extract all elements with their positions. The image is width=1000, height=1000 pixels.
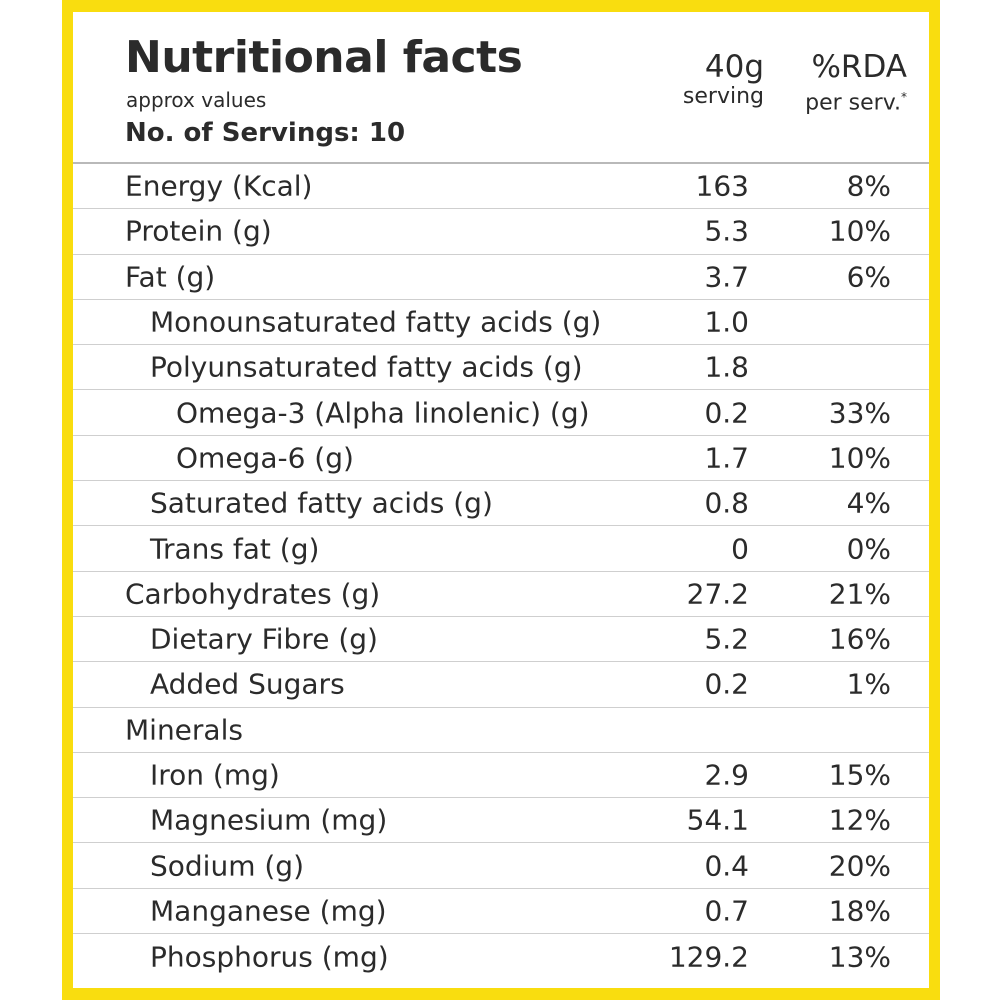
serving-column-header: 40g serving xyxy=(683,50,764,110)
rda-value: 15% xyxy=(828,758,891,792)
rda-value: 8% xyxy=(846,169,891,203)
serving-size: 40g xyxy=(704,49,764,85)
table-row: Protein (g) 5.3 10% xyxy=(73,209,929,255)
rda-value: 10% xyxy=(828,214,891,248)
rda-subtitle: per serv.* xyxy=(805,84,907,116)
nutrient-name: Energy (Kcal) xyxy=(125,169,313,203)
table-row: Monounsaturated fatty acids (g) 1.0 xyxy=(73,300,929,346)
nutrition-table: Energy (Kcal) 163 8% Protein (g) 5.3 10% Fat (… xyxy=(73,164,929,979)
table-row: Polyunsaturated fatty acids (g) 1.8 xyxy=(73,345,929,391)
table-row: Iron (mg) 2.9 15% xyxy=(73,753,929,799)
nutrient-name: Dietary Fibre (g) xyxy=(150,622,378,656)
table-row: Minerals xyxy=(73,708,929,753)
rda-value: 4% xyxy=(846,486,891,520)
serving-value: 2.9 xyxy=(704,758,749,792)
nutrient-name: Iron (mg) xyxy=(150,758,280,792)
serving-value: 3.7 xyxy=(704,260,749,294)
serving-value: 0 xyxy=(731,532,749,566)
nutrient-name: Minerals xyxy=(125,713,243,747)
rda-value: 16% xyxy=(828,622,891,656)
table-row: Phosphorus (mg) 129.2 13% xyxy=(73,934,929,979)
nutrient-name: Added Sugars xyxy=(150,667,345,701)
table-row: Carbohydrates (g) 27.2 21% xyxy=(73,572,929,617)
nutrient-name: Manganese (mg) xyxy=(150,894,387,928)
rda-value: 0% xyxy=(846,532,891,566)
serving-value: 5.3 xyxy=(704,214,749,248)
serving-value: 1.7 xyxy=(704,441,749,475)
rda-subtitle-text: per serv. xyxy=(805,90,901,116)
nutrition-facts-panel: Nutritional facts approx values No. of S… xyxy=(73,12,929,988)
table-row: Sodium (g) 0.4 20% xyxy=(73,843,929,889)
serving-value: 129.2 xyxy=(668,940,749,974)
serving-label: serving xyxy=(682,84,764,109)
nutrient-name: Magnesium (mg) xyxy=(150,803,388,837)
table-row: Magnesium (mg) 54.1 12% xyxy=(73,798,929,844)
rda-value: 1% xyxy=(846,667,891,701)
table-row: Trans fat (g) 0 0% xyxy=(73,526,929,572)
table-row: Dietary Fibre (g) 5.2 16% xyxy=(73,617,929,663)
nutrient-name: Phosphorus (mg) xyxy=(150,940,389,974)
rda-value: 21% xyxy=(828,577,891,611)
serving-value: 0.2 xyxy=(704,396,749,430)
nutrient-name: Carbohydrates (g) xyxy=(125,577,381,611)
rda-column-header: %RDA per serv.* xyxy=(805,50,907,116)
servings-count: No. of Servings: 10 xyxy=(125,118,406,148)
serving-value: 163 xyxy=(695,169,749,203)
rda-value: 13% xyxy=(828,940,891,974)
rda-title: %RDA xyxy=(811,49,907,85)
nutrient-name: Protein (g) xyxy=(125,214,272,248)
nutrient-name: Omega-3 (Alpha linolenic) (g) xyxy=(176,396,590,430)
table-row: Energy (Kcal) 163 8% xyxy=(73,164,929,210)
serving-value: 0.8 xyxy=(704,486,749,520)
nutrient-name: Sodium (g) xyxy=(150,849,304,883)
table-row: Saturated fatty acids (g) 0.8 4% xyxy=(73,481,929,527)
table-row: Omega-3 (Alpha linolenic) (g) 0.2 33% xyxy=(73,390,929,436)
table-row: Fat (g) 3.7 6% xyxy=(73,255,929,300)
nutrition-header: Nutritional facts approx values No. of S… xyxy=(73,12,929,164)
serving-value: 0.2 xyxy=(704,667,749,701)
nutrient-name: Saturated fatty acids (g) xyxy=(150,486,493,520)
table-row: Added Sugars 0.2 1% xyxy=(73,662,929,708)
page-title: Nutritional facts xyxy=(125,32,523,83)
rda-value: 20% xyxy=(828,849,891,883)
nutrient-name: Polyunsaturated fatty acids (g) xyxy=(150,350,583,384)
rda-value: 18% xyxy=(828,894,891,928)
rda-value: 6% xyxy=(846,260,891,294)
rda-footnote-mark: * xyxy=(901,90,907,104)
serving-value: 54.1 xyxy=(686,803,749,837)
serving-value: 0.4 xyxy=(704,849,749,883)
serving-value: 27.2 xyxy=(686,577,749,611)
nutrient-name: Trans fat (g) xyxy=(150,532,320,566)
serving-value: 1.0 xyxy=(704,305,749,339)
serving-value: 0.7 xyxy=(704,894,749,928)
approx-values-note: approx values xyxy=(126,88,267,112)
rda-value: 10% xyxy=(828,441,891,475)
label-yellow-border: Nutritional facts approx values No. of S… xyxy=(62,0,940,1000)
table-row: Manganese (mg) 0.7 18% xyxy=(73,889,929,935)
nutrient-name: Omega-6 (g) xyxy=(176,441,354,475)
serving-value: 5.2 xyxy=(704,622,749,656)
table-row: Omega-6 (g) 1.7 10% xyxy=(73,436,929,482)
rda-value: 12% xyxy=(828,803,891,837)
nutrient-name: Monounsaturated fatty acids (g) xyxy=(150,305,602,339)
nutrient-name: Fat (g) xyxy=(125,260,216,294)
rda-value: 33% xyxy=(828,396,891,430)
serving-value: 1.8 xyxy=(704,350,749,384)
